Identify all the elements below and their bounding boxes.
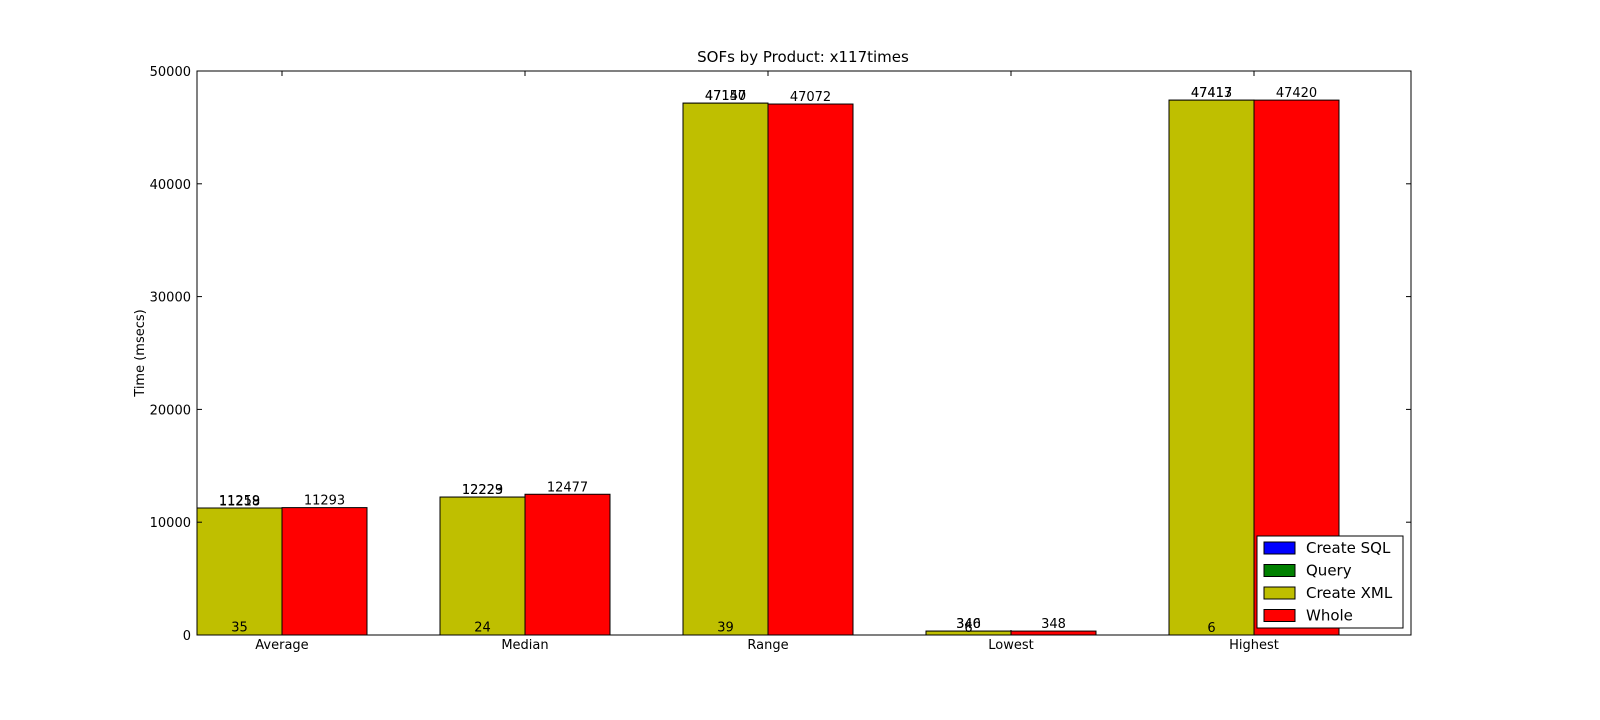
data-label-query-average: 11218	[219, 494, 260, 509]
data-label-whole-highest: 47420	[1276, 86, 1317, 101]
data-label-create-sql-highest: 6	[1207, 621, 1215, 636]
data-label-whole-median: 12477	[547, 480, 588, 495]
data-label-create-xml-lowest: 346	[956, 617, 981, 632]
data-label-query-highest: 47413	[1191, 86, 1232, 101]
data-label-create-xml-range: 47150	[705, 89, 746, 104]
data-label-create-xml-average: 11259	[219, 494, 260, 509]
x-tick-label-median: Median	[501, 638, 548, 653]
legend-swatch-create-xml	[1263, 586, 1296, 600]
plot-area: 35 24 39 6 6 11218 12223 47147 340 47413 11259 1222…	[150, 65, 1412, 653]
x-tick-label-lowest: Lowest	[988, 638, 1033, 653]
x-tick-label-average: Average	[255, 638, 308, 653]
legend: Create SQL Query Create XML Whole	[1256, 535, 1404, 629]
bar-create-xml-highest	[1168, 99, 1255, 636]
data-label-create-sql-lowest: 6	[964, 621, 972, 636]
legend-label-query: Query	[1306, 562, 1352, 580]
legend-swatch-whole	[1263, 609, 1296, 622]
bar-whole-average	[281, 507, 368, 636]
plot-frame	[196, 70, 1412, 636]
x-tick-label-highest: Highest	[1229, 638, 1279, 653]
data-label-create-sql-average: 35	[231, 621, 248, 636]
chart-title: SOFs by Product: x117times	[697, 48, 909, 66]
y-tick-label-40000: 40000	[150, 178, 191, 193]
legend-label-whole: Whole	[1306, 607, 1353, 625]
y-tick-label-30000: 30000	[150, 291, 191, 306]
bar-create-xml-median	[439, 496, 526, 636]
data-label-query-range: 47147	[705, 89, 746, 104]
data-label-query-lowest: 340	[956, 617, 981, 632]
legend-swatch-query	[1263, 564, 1296, 577]
legend-swatch-create-sql	[1263, 541, 1296, 555]
x-tick-label-range: Range	[747, 638, 788, 653]
data-label-create-xml-highest: 47417	[1191, 86, 1232, 101]
y-tick-label-20000: 20000	[150, 403, 191, 418]
data-label-create-xml-median: 12229	[462, 483, 503, 498]
y-tick-label-10000: 10000	[150, 516, 191, 531]
data-label-create-sql-median: 24	[474, 621, 491, 636]
y-tick-label-50000: 50000	[150, 65, 191, 80]
bar-create-xml-average	[196, 507, 283, 636]
legend-label-create-xml: Create XML	[1306, 584, 1393, 602]
bar-whole-median	[524, 493, 611, 636]
data-label-query-median: 12223	[462, 483, 503, 498]
bar-create-xml-range	[682, 102, 769, 636]
bar-whole-range	[767, 103, 854, 636]
y-tick-label-0: 0	[183, 629, 191, 644]
data-label-whole-range: 47072	[790, 90, 831, 105]
data-label-create-sql-range: 39	[717, 621, 734, 636]
y-axis-label: Time (msecs)	[133, 309, 148, 397]
data-label-whole-lowest: 348	[1041, 617, 1066, 632]
data-label-whole-average: 11293	[304, 494, 345, 509]
legend-label-create-sql: Create SQL	[1306, 539, 1391, 557]
